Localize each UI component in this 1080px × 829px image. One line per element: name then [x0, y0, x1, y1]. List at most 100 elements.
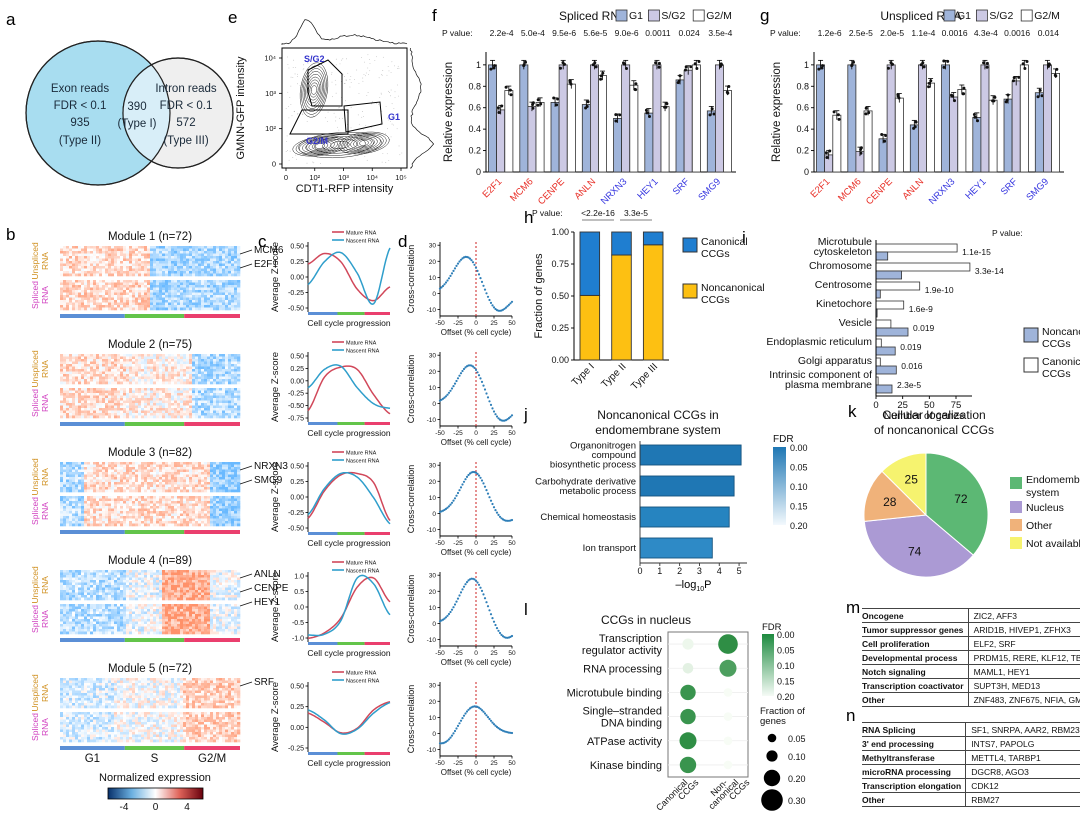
bar-SMG9-S-G2[interactable]: [1042, 64, 1052, 173]
gate-G1[interactable]: [343, 101, 383, 133]
gate-S-G2[interactable]: [307, 59, 343, 107]
heatmap-cell: [150, 248, 154, 252]
bar-ANLN-G2-M[interactable]: [926, 82, 936, 173]
heatmap-cell: [87, 271, 91, 274]
heatmap-cell: [234, 307, 238, 311]
heatmap-cell: [60, 300, 64, 303]
bar-HEY1-G2-M[interactable]: [988, 99, 998, 173]
bar-MCM6-G1[interactable]: [519, 64, 529, 173]
bar-HEY1-S-G2[interactable]: [652, 64, 662, 173]
bar-CENPE-G1[interactable]: [550, 102, 560, 173]
bar-SRF-G1[interactable]: [675, 79, 685, 173]
bar-ANLN-G1[interactable]: [909, 124, 919, 173]
bar-MCM6-G1[interactable]: [847, 64, 857, 173]
flow-event: [307, 136, 308, 138]
heatmap-cell: [162, 261, 166, 264]
bar-CENPE-G2-M[interactable]: [566, 83, 576, 173]
heatmap-cell: [219, 359, 223, 362]
heatmap-cell: [129, 477, 133, 480]
heatmap-cell: [204, 467, 208, 470]
bar-NRXN3-G2-M[interactable]: [629, 84, 639, 173]
heatmap-cell: [105, 413, 109, 416]
heatmap-cell: [153, 462, 157, 465]
heatmap-cell: [183, 403, 187, 406]
bar-NRXN3-G1[interactable]: [613, 118, 623, 173]
bar-MCM6-S-G2[interactable]: [527, 106, 537, 173]
heatmap-cell: [174, 266, 178, 269]
heatmap-cell: [210, 364, 214, 367]
bar-HEY1-S-G2[interactable]: [980, 64, 990, 173]
bar-SMG9-G2-M[interactable]: [1051, 73, 1061, 173]
bar-CENPE-S-G2[interactable]: [558, 64, 568, 173]
bar-MCM6-G2-M[interactable]: [863, 110, 873, 173]
heatmap-cell: [120, 513, 124, 517]
bar-SRF-G1[interactable]: [1003, 98, 1013, 173]
bar-NRXN3-G2-M[interactable]: [957, 89, 967, 173]
bar-ANLN-G1[interactable]: [581, 104, 591, 173]
bar-SRF-G2-M[interactable]: [691, 64, 701, 173]
bar-CENPE-G2-M[interactable]: [894, 97, 904, 173]
bar-SRF-S-G2[interactable]: [683, 69, 693, 173]
bar-HEY1-G1[interactable]: [972, 117, 982, 173]
gate-G2-M[interactable]: [289, 109, 349, 135]
heatmap-cell: [180, 484, 184, 488]
heatmap-cell: [102, 479, 106, 483]
heatmap-cell: [231, 287, 235, 291]
heatmap-cell: [90, 523, 94, 527]
heatmap-cell: [153, 513, 157, 517]
bar-E2F1-G1[interactable]: [816, 64, 826, 173]
heatmap-cell: [153, 371, 157, 375]
heatmap-cell: [174, 521, 178, 524]
heatmap-cell: [114, 474, 118, 478]
heatmap-cell: [234, 462, 238, 465]
heatmap-cell: [165, 482, 169, 485]
heatmap-cell: [153, 511, 157, 514]
heatmap-cell: [135, 415, 139, 419]
bar-SMG9-G1[interactable]: [706, 110, 716, 173]
bar-E2F1-S-G2[interactable]: [496, 109, 506, 173]
heatmap-cell: [174, 273, 178, 277]
heatmap-cell: [150, 364, 154, 367]
heatmap-cell: [198, 253, 202, 257]
heatmap-cell: [123, 356, 127, 360]
heatmap-cell: [90, 354, 94, 357]
bar-E2F1-G2-M[interactable]: [504, 90, 514, 173]
bar-ANLN-G2-M[interactable]: [598, 75, 608, 173]
heatmap-cell: [180, 251, 184, 254]
heatmap-cell: [210, 477, 214, 480]
heatmap-cell: [186, 489, 190, 493]
bar-ANLN-S-G2[interactable]: [917, 64, 927, 173]
bar-HEY1-G2-M[interactable]: [660, 106, 670, 173]
bar-E2F1-G2-M[interactable]: [832, 114, 842, 173]
heatmap-cell: [138, 400, 142, 404]
heatmap-cell: [129, 263, 133, 267]
heatmap-cell: [84, 300, 88, 303]
heatmap-cell: [138, 474, 142, 478]
heatmap-cell: [228, 246, 232, 249]
bar-CENPE-S-G2[interactable]: [886, 64, 896, 173]
heatmap-cell: [228, 354, 232, 357]
bar-E2F1-G1[interactable]: [488, 64, 498, 173]
bar-HEY1-G1[interactable]: [644, 112, 654, 173]
bar-NRXN3-S-G2[interactable]: [949, 96, 959, 173]
heatmap-cell: [165, 266, 169, 269]
heatmap-cell: [168, 374, 172, 377]
heatmap-cell: [210, 371, 214, 375]
bar-SMG9-S-G2[interactable]: [714, 64, 724, 173]
bar-MCM6-G2-M[interactable]: [535, 102, 545, 173]
bar-NRXN3-S-G2[interactable]: [621, 64, 631, 173]
flow-event: [367, 73, 369, 75]
heatmap-cell: [81, 305, 85, 308]
bar-SRF-G2-M[interactable]: [1019, 64, 1029, 173]
bar-NRXN3-G1[interactable]: [941, 64, 951, 173]
bar-SMG9-G1[interactable]: [1034, 92, 1044, 173]
bar-SMG9-G2-M[interactable]: [723, 90, 733, 173]
bar-SRF-S-G2[interactable]: [1011, 80, 1021, 173]
heatmap-cell: [102, 297, 106, 301]
bar-CENPE-G1[interactable]: [878, 138, 888, 173]
heatmap-cell: [192, 415, 196, 419]
heatmap-cell: [105, 469, 109, 473]
heatmap-cell: [72, 462, 76, 465]
heatmap-cell: [99, 366, 103, 370]
bar-ANLN-S-G2[interactable]: [589, 64, 599, 173]
